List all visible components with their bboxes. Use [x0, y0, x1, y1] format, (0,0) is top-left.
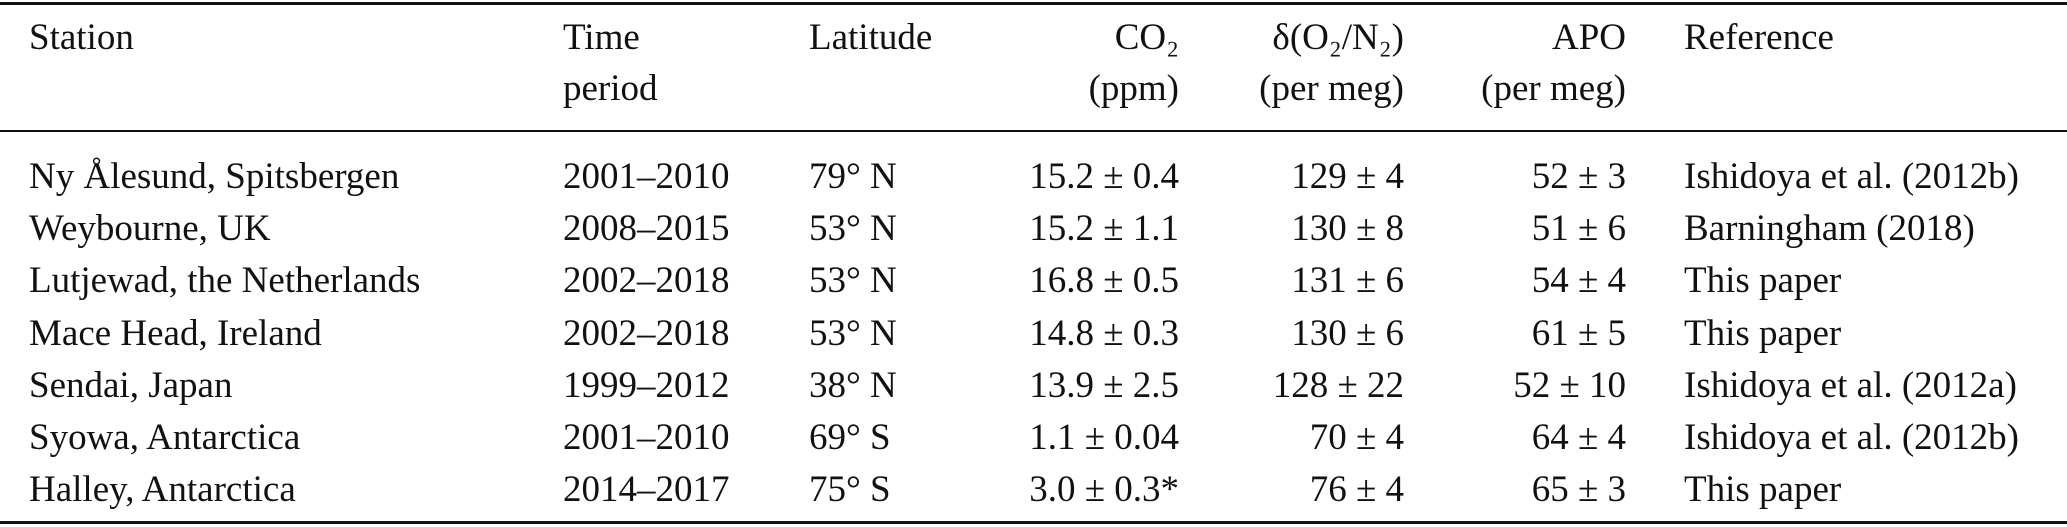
header-apo-line2: (per meg) [1481, 68, 1626, 109]
cell-reference: Ishidoya et al. (2012a) [1684, 364, 2017, 406]
cell-o2n2: 130 ± 8 [1291, 208, 1404, 249]
header-o2n2: δ(O₂/N₂) (per meg) [1179, 0, 1404, 131]
cell-station: Sendai, Japan [29, 364, 233, 406]
cell-apo: 54 ± 4 [1531, 260, 1626, 302]
cell-time-period: 2008–2015 [563, 208, 730, 249]
cell-reference: This paper [1684, 312, 1842, 354]
header-co2-line1: CO₂ [1114, 17, 1179, 58]
cell-latitude: 79° N [809, 156, 897, 197]
cell-reference: This paper [1684, 469, 1842, 511]
cell-apo: 51 ± 6 [1531, 208, 1626, 249]
header-row: Station Time period Latitude CO₂ (ppm) δ… [0, 0, 2067, 131]
header-rule [0, 130, 2067, 132]
header-apo: APO (per meg) [1404, 0, 1626, 131]
cell-latitude: 75° S [809, 469, 891, 511]
cell-o2n2: 131 ± 6 [1291, 260, 1404, 302]
cell-station: Lutjewad, the Netherlands [29, 260, 421, 302]
cell-co2: 16.8 ± 0.5 [1029, 260, 1179, 302]
cell-co2: 15.2 ± 0.4 [1029, 156, 1179, 197]
cell-time-period: 2002–2018 [563, 260, 730, 302]
cell-time-period: 2014–2017 [563, 469, 730, 511]
cell-latitude: 53° N [809, 260, 897, 302]
header-time-line1: Time [563, 17, 640, 58]
cell-apo: 52 ± 3 [1531, 156, 1626, 197]
cell-co2: 1.1 ± 0.04 [1029, 417, 1179, 459]
table-row: Halley, Antarctica 2014–2017 75° S 3.0 ±… [0, 464, 2067, 516]
cell-latitude: 53° N [809, 312, 897, 354]
cell-time-period: 1999–2012 [563, 364, 730, 406]
table-row: Sendai, Japan 1999–2012 38° N 13.9 ± 2.5… [0, 360, 2067, 412]
cell-station: Ny Ålesund, Spitsbergen [29, 156, 400, 197]
cell-time-period: 2001–2010 [563, 156, 730, 197]
cell-co2: 13.9 ± 2.5 [1029, 364, 1179, 406]
cell-apo: 65 ± 3 [1531, 469, 1626, 511]
top-rule [0, 2, 2067, 5]
cell-station: Syowa, Antarctica [29, 417, 301, 459]
cell-o2n2: 129 ± 4 [1291, 156, 1404, 197]
cell-latitude: 38° N [809, 364, 897, 406]
cell-station: Halley, Antarctica [29, 469, 296, 511]
header-o2n2-line1: δ(O₂/N₂) [1272, 17, 1404, 58]
table-row: Ny Ålesund, Spitsbergen 2001–2010 79° N … [0, 131, 2067, 203]
header-o2n2-line2: (per meg) [1259, 68, 1404, 109]
cell-reference: Ishidoya et al. (2012b) [1684, 156, 2019, 197]
cell-o2n2: 76 ± 4 [1309, 469, 1404, 511]
cell-apo: 64 ± 4 [1531, 417, 1626, 459]
cell-time-period: 2001–2010 [563, 417, 730, 459]
cell-o2n2: 128 ± 22 [1272, 364, 1404, 406]
cell-apo: 52 ± 10 [1513, 364, 1626, 406]
cell-station: Mace Head, Ireland [29, 312, 322, 354]
table-row: Mace Head, Ireland 2002–2018 53° N 14.8 … [0, 308, 2067, 360]
header-station: Station [29, 17, 134, 58]
cell-station: Weybourne, UK [29, 208, 271, 249]
table-row: Syowa, Antarctica 2001–2010 69° S 1.1 ± … [0, 412, 2067, 464]
cell-o2n2: 70 ± 4 [1309, 417, 1404, 459]
cell-co2: 3.0 ± 0.3* [1029, 469, 1179, 511]
bottom-rule [0, 521, 2067, 524]
cell-reference: This paper [1684, 260, 1842, 302]
header-apo-line1: APO [1551, 17, 1626, 58]
cell-latitude: 53° N [809, 208, 897, 249]
cell-latitude: 69° S [809, 417, 891, 459]
cell-apo: 61 ± 5 [1531, 312, 1626, 354]
cell-reference: Barningham (2018) [1684, 208, 1975, 249]
header-time-line2: period [563, 68, 658, 109]
table-row: Lutjewad, the Netherlands 2002–2018 53° … [0, 255, 2067, 307]
cell-time-period: 2002–2018 [563, 312, 730, 354]
table-row: Weybourne, UK 2008–2015 53° N 15.2 ± 1.1… [0, 203, 2067, 255]
header-co2: CO₂ (ppm) [1004, 0, 1179, 131]
header-latitude: Latitude [809, 17, 933, 58]
cell-co2: 15.2 ± 1.1 [1029, 208, 1179, 249]
cell-o2n2: 130 ± 6 [1291, 312, 1404, 354]
header-time-period: Time period [563, 0, 809, 131]
header-co2-line2: (ppm) [1088, 68, 1179, 109]
cell-reference: Ishidoya et al. (2012b) [1684, 417, 2019, 459]
header-reference: Reference [1684, 17, 1834, 58]
cell-co2: 14.8 ± 0.3 [1029, 312, 1179, 354]
